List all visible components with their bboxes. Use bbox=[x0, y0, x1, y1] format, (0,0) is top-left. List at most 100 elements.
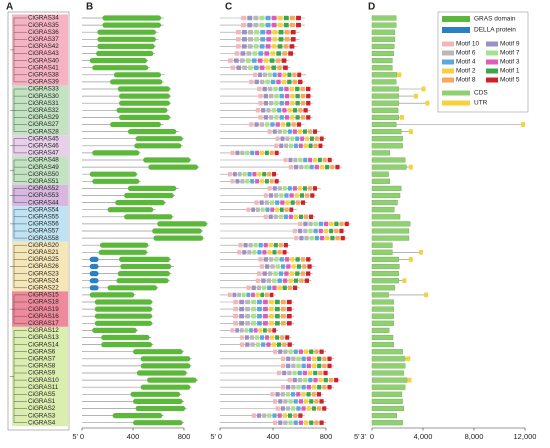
motif-box bbox=[241, 292, 246, 298]
motif-box bbox=[272, 172, 276, 177]
motif-box bbox=[294, 164, 299, 170]
motif-box bbox=[267, 250, 272, 255]
motif-box bbox=[287, 342, 292, 347]
clade-box bbox=[12, 135, 68, 157]
motif-box bbox=[335, 164, 340, 170]
motif-box bbox=[284, 207, 289, 212]
gras-domain bbox=[89, 292, 135, 298]
motif-box bbox=[308, 377, 313, 383]
motif-box bbox=[316, 406, 322, 411]
motif-box bbox=[243, 243, 248, 248]
motif-box bbox=[286, 122, 291, 127]
motif-box bbox=[246, 285, 251, 290]
gras-domain bbox=[97, 36, 156, 42]
motif-box bbox=[324, 221, 329, 227]
gras-domain bbox=[118, 114, 170, 120]
motif-box bbox=[267, 72, 272, 77]
motif-box bbox=[317, 157, 322, 163]
motif-box bbox=[265, 44, 271, 49]
motif-box bbox=[290, 115, 295, 120]
gene-label: CiGRAS46 bbox=[28, 142, 59, 149]
motif-box bbox=[262, 271, 267, 276]
motif-box bbox=[303, 108, 308, 113]
motif-box bbox=[269, 179, 274, 184]
motif-box bbox=[251, 58, 257, 63]
motif-box bbox=[298, 399, 303, 404]
cds-box bbox=[371, 377, 408, 383]
motif-box bbox=[307, 186, 313, 191]
gras-domain bbox=[92, 150, 140, 156]
gras-domain bbox=[143, 157, 191, 163]
motif-box bbox=[247, 15, 253, 21]
motif-box bbox=[293, 413, 298, 418]
motif-box bbox=[257, 58, 263, 63]
motif-box bbox=[311, 363, 317, 369]
motif-box bbox=[290, 37, 296, 42]
motif-box bbox=[233, 314, 239, 319]
gene-label: CiGRAS35 bbox=[28, 22, 59, 29]
motif-box bbox=[288, 157, 293, 163]
gras-domain bbox=[94, 299, 153, 305]
motif-box bbox=[283, 349, 288, 354]
motif-box bbox=[296, 406, 301, 411]
cds-box bbox=[371, 413, 398, 419]
motif-box bbox=[279, 115, 284, 120]
cds-box bbox=[371, 292, 389, 298]
gras-domain bbox=[135, 405, 186, 412]
utr-box bbox=[407, 377, 412, 383]
motif-box bbox=[283, 22, 289, 28]
motif-box bbox=[253, 15, 259, 21]
motif-box bbox=[262, 285, 267, 290]
motif-box bbox=[278, 37, 284, 42]
motif-box bbox=[257, 299, 262, 305]
motif-box bbox=[340, 235, 345, 241]
motif-box bbox=[239, 58, 245, 63]
motif-box bbox=[303, 143, 308, 148]
motif-box bbox=[283, 420, 288, 425]
motif-box bbox=[274, 179, 279, 184]
motif-box bbox=[291, 392, 296, 397]
motif-box bbox=[285, 200, 290, 205]
motif-box bbox=[235, 179, 240, 184]
motif-box bbox=[255, 342, 261, 347]
motif-box bbox=[317, 363, 322, 369]
cds-box bbox=[371, 271, 399, 277]
motif-box bbox=[294, 193, 299, 198]
motif-box bbox=[282, 72, 287, 77]
motif-box bbox=[262, 86, 267, 92]
motif-box bbox=[298, 413, 303, 418]
motif-box bbox=[323, 377, 328, 383]
motif-box bbox=[284, 30, 290, 35]
motif-box bbox=[274, 306, 280, 312]
motif-box bbox=[276, 108, 282, 113]
motif-box bbox=[235, 328, 239, 333]
motif-box bbox=[309, 136, 314, 141]
motif-box bbox=[344, 221, 349, 227]
motif-box bbox=[289, 271, 295, 276]
gras-domain bbox=[136, 370, 187, 376]
motif-box bbox=[289, 15, 295, 21]
motif-box bbox=[318, 377, 323, 383]
motif-box bbox=[293, 420, 298, 425]
motif-box bbox=[298, 228, 303, 234]
motif-box bbox=[257, 271, 262, 276]
motif-box bbox=[260, 79, 265, 85]
motif-box bbox=[248, 243, 253, 248]
motif-box bbox=[313, 143, 318, 148]
gras-domain bbox=[133, 398, 183, 404]
motif-box bbox=[232, 172, 237, 177]
motif-box bbox=[279, 207, 284, 212]
motif-box bbox=[270, 335, 275, 340]
motif-box bbox=[271, 22, 277, 28]
motif-box bbox=[271, 65, 277, 70]
gene-label: CiGRAS28 bbox=[28, 128, 59, 135]
gras-domain bbox=[92, 65, 149, 71]
motif-box bbox=[287, 79, 292, 85]
motif-box bbox=[295, 115, 300, 120]
motif-box bbox=[280, 321, 286, 326]
motif-box bbox=[308, 143, 313, 148]
gene-label: CiGRAS51 bbox=[28, 178, 59, 185]
motif-box bbox=[319, 349, 324, 354]
gras-domain bbox=[94, 320, 153, 326]
motif-box bbox=[291, 385, 296, 390]
